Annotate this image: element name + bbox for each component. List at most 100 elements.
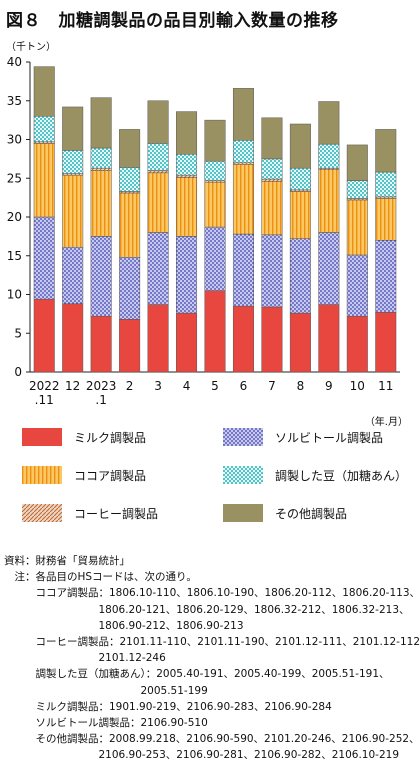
bar-segment: [90, 170, 112, 237]
y-tick-label: 30: [7, 133, 22, 147]
x-tick-label: 10: [350, 379, 365, 393]
legend-item-beans: 調製した豆（加糖あん）: [223, 466, 407, 484]
bar-segment: [176, 236, 198, 314]
x-tick-label: 2: [126, 379, 134, 393]
x-tick-label: 7: [268, 379, 276, 393]
bar-segment: [375, 171, 397, 198]
bar-segment: [90, 236, 112, 317]
bar-segment: [147, 304, 169, 373]
legend-swatch-cocoa: [22, 466, 62, 484]
bar-segment: [375, 240, 397, 313]
bar-segment: [119, 319, 141, 373]
bar-segment: [90, 167, 112, 171]
bar-segment: [346, 199, 368, 256]
bar-segment: [176, 312, 198, 373]
legend-item-sorbitol: ソルビトール調製品: [223, 428, 383, 446]
bar-segment: [147, 172, 169, 233]
bar-segment: [318, 232, 340, 305]
legend-label-other: その他調製品: [275, 506, 348, 521]
legend-label-beans: 調製した豆（加糖あん）: [275, 468, 408, 483]
x-tick-label: 9: [325, 379, 333, 393]
x-tick-label: .1: [95, 393, 106, 407]
bar-segment: [318, 169, 340, 233]
bar-segment: [119, 257, 141, 320]
bar-segment: [346, 144, 368, 181]
bar-segment: [318, 304, 340, 373]
note-line: 2106.90-253、2106.90-281、2106.90-282、2106…: [4, 749, 400, 762]
bar-segment: [176, 177, 198, 237]
bar-segment: [147, 232, 169, 305]
bar-segment: [119, 167, 141, 192]
legend-item-cocoa: ココア調製品: [22, 466, 146, 484]
bar-segment: [119, 129, 141, 168]
note-line: ココア調製品：1806.10-110、1806.10-190、1806.20-1…: [4, 587, 420, 600]
bar-segment: [289, 238, 311, 314]
x-tick-label: 6: [240, 379, 248, 393]
y-tick-label: 10: [7, 288, 22, 302]
bar-segment: [261, 181, 283, 236]
bar-segment: [232, 233, 254, 307]
bar-segment: [147, 143, 169, 171]
x-tick-label: 8: [297, 379, 305, 393]
bar-segment: [176, 174, 198, 178]
bar-segment: [289, 191, 311, 239]
note-line: ミルク調製品：1901.90-219、2106.90-283、2106.90-2…: [4, 700, 332, 713]
legend-swatch-beans: [223, 466, 263, 484]
legend-label-cocoa: ココア調製品: [74, 468, 147, 483]
chart-title: 図８ 加糖調製品の品目別輸入数量の推移: [6, 11, 339, 31]
x-tick-label: .11: [35, 393, 54, 407]
bar-segment: [232, 88, 254, 141]
bar-segment: [62, 106, 84, 151]
bar-segment: [204, 119, 226, 162]
bar-segment: [176, 111, 198, 155]
y-tick-label: 35: [7, 94, 22, 108]
x-tick-label: 4: [183, 379, 191, 393]
x-tick-label: 3: [154, 379, 162, 393]
bar-segment: [346, 180, 368, 199]
bar-segment: [346, 315, 368, 373]
y-tick-label: 20: [7, 210, 22, 224]
y-tick-label: 0: [14, 365, 22, 379]
note-line: 1806.20-121、1806.20-129、1806.32-212、1806…: [4, 603, 410, 616]
bar-segment: [62, 303, 84, 373]
bar-segment: [147, 170, 169, 174]
y-tick-label: 15: [7, 249, 22, 263]
bar-segment: [375, 198, 397, 241]
bar-segment: [346, 254, 368, 317]
bar-segment: [204, 160, 226, 181]
bar-segment: [62, 150, 84, 174]
x-tick-label: 2022: [29, 379, 60, 393]
bar-segment: [261, 178, 283, 182]
legend-item-other: その他調製品: [223, 504, 347, 522]
y-axis-unit-label: （千トン）: [6, 42, 56, 53]
bar-segment: [176, 153, 198, 176]
note-line: 2101.12-246: [4, 652, 166, 665]
y-tick-label: 40: [7, 55, 22, 69]
bar-segment: [289, 167, 311, 191]
bar-segment: [261, 158, 283, 180]
bar-segment: [90, 315, 112, 373]
bar-segment: [289, 123, 311, 169]
legend-swatch-coffee: [22, 504, 62, 522]
bar-segment: [375, 129, 397, 173]
bar-segment: [375, 312, 397, 373]
legend-swatch-milk: [22, 428, 62, 446]
note-line: コーヒー調製品：2101.11-110、2101.11-190、2101.12-…: [4, 636, 420, 649]
legend-swatch-other: [223, 504, 263, 522]
x-tick-label: 2023: [86, 379, 117, 393]
bar-segment: [33, 298, 55, 373]
note-line: 2005.51-199: [4, 684, 208, 697]
legend-swatch-sorbitol: [223, 428, 263, 446]
legend-label-coffee: コーヒー調製品: [74, 506, 159, 521]
x-tick-label: 5: [211, 379, 219, 393]
bar-segment: [289, 312, 311, 373]
y-tick-label: 5: [14, 326, 22, 340]
bar-segment: [33, 66, 55, 117]
bar-segment: [90, 147, 112, 169]
bar-segment: [62, 246, 84, 305]
bar-segment: [33, 216, 55, 300]
bar-segment: [147, 100, 169, 144]
x-tick-label: 12: [65, 379, 80, 393]
bar-segment: [261, 306, 283, 373]
bar-segment: [261, 234, 283, 308]
